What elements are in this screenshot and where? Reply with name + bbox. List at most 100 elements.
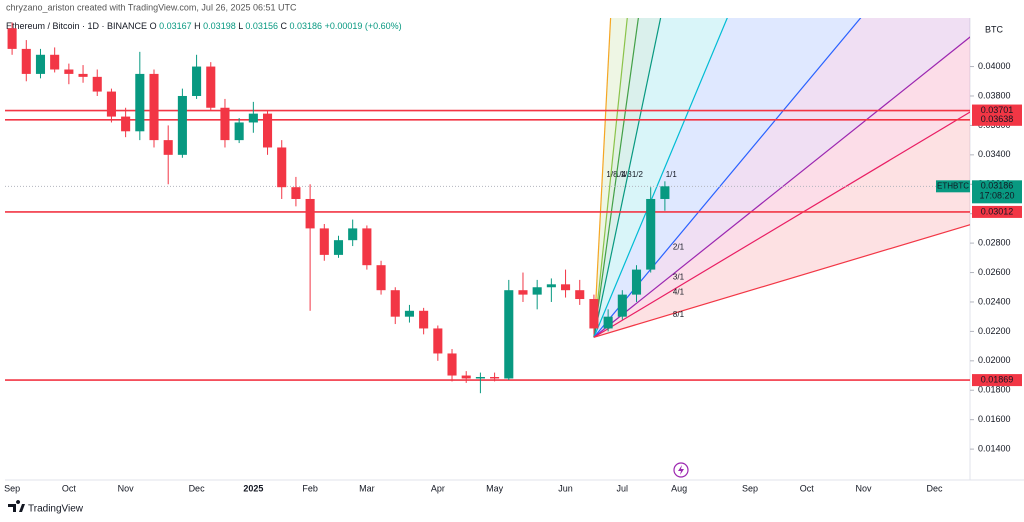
fan-label: 2/1	[673, 243, 685, 252]
gann-fan: 1/81/41/3 1/2 1/1 2/1 3/1 4/1 8/1	[593, 18, 970, 338]
level-tag	[972, 113, 1022, 126]
axes: 0.01400 0.01600 0.01800 0.02000 0.02200 0.024…	[4, 61, 1022, 493]
legend: Ethereum / Bitcoin · 1D · BINANCE O 0.03…	[6, 21, 402, 31]
candle-body	[660, 186, 670, 199]
x-tick-label: Aug	[671, 483, 687, 493]
ohlc-label: C	[280, 21, 287, 31]
x-tick-label: 2025	[243, 483, 263, 493]
candle-body	[177, 95, 187, 155]
candle-body	[603, 316, 613, 329]
candle-body	[390, 290, 400, 317]
level-label: 0.03638	[981, 114, 1014, 124]
candle-body	[106, 91, 116, 117]
candle-body	[348, 228, 358, 241]
y-tick-label: 0.03800	[978, 90, 1011, 100]
x-tick-label: Oct	[62, 483, 77, 493]
level-label: 0.03701	[981, 105, 1014, 115]
candle-body	[561, 284, 571, 291]
ohlc-value: 0.03156	[245, 21, 278, 31]
fan-label: 1/3	[621, 170, 633, 179]
candle-body	[291, 187, 301, 199]
fan-zone	[593, 18, 970, 338]
candle-body	[546, 284, 556, 288]
candle-body	[206, 66, 216, 108]
x-tick-label: Jul	[617, 483, 629, 493]
level-label: 0.03012	[981, 206, 1014, 216]
candle-body	[192, 66, 202, 96]
x-tick-label: Dec	[927, 483, 944, 493]
brand-name: TradingView	[28, 504, 84, 515]
candle-body	[475, 377, 485, 379]
y-tick-label: 0.02800	[978, 237, 1011, 247]
ohlc-label: L	[238, 21, 243, 31]
candle-body	[617, 294, 627, 317]
candle-body	[433, 328, 443, 354]
candle-body	[50, 54, 60, 70]
fan-label: 1/8	[606, 170, 618, 179]
x-tick-label: Sep	[742, 483, 758, 493]
candle-body	[532, 287, 542, 295]
lightning-icon	[673, 462, 689, 478]
candle-body	[319, 228, 329, 255]
symbol-tag-label: ETHBTC	[937, 181, 969, 190]
candle-body	[163, 140, 173, 155]
fan-label: 3/1	[673, 273, 685, 282]
candle-body	[64, 69, 74, 74]
candle-body	[631, 269, 642, 295]
candle-body	[277, 147, 287, 188]
candle-body	[92, 76, 102, 92]
candle-body	[376, 265, 386, 291]
level-tag	[972, 374, 1022, 387]
candle-body	[589, 299, 599, 329]
candle-body	[35, 54, 46, 74]
y-tick-label: 0.02600	[978, 267, 1011, 277]
y-tick-label: 0.03400	[978, 149, 1011, 159]
legend-text: Ethereum / Bitcoin · 1D · BINANCE O 0.03…	[6, 21, 402, 31]
candle-body	[7, 28, 17, 49]
candle-body	[490, 377, 500, 379]
price-tag-countdown: 17:08:20	[979, 191, 1014, 201]
candle-body	[461, 375, 471, 379]
candle-body	[447, 353, 457, 376]
candle-body	[248, 113, 258, 123]
candle-body	[220, 107, 230, 141]
y-tick-label: 0.01800	[978, 385, 1011, 395]
fan-label: 1/2	[632, 170, 644, 179]
candle-body	[575, 290, 585, 300]
level-label: 0.01869	[981, 374, 1014, 384]
ohlc-label: O	[150, 21, 157, 31]
x-tick-label: Mar	[359, 483, 375, 493]
y-tick-label: 0.04000	[978, 61, 1011, 71]
plot	[5, 22, 970, 394]
currency: BTC	[985, 24, 1004, 34]
fan-label: 1/1	[666, 170, 678, 179]
x-tick-label: Dec	[189, 483, 206, 493]
fan-label: 1/4	[615, 170, 627, 179]
credit: chryzano_ariston created with TradingVie…	[6, 2, 297, 12]
candle-body	[362, 228, 372, 266]
x-tick-label: Nov	[118, 483, 135, 493]
y-tick-label: 0.02200	[978, 326, 1011, 336]
level-tag	[972, 205, 1022, 218]
candle-body	[646, 198, 656, 270]
ohlc-value: 0.03186	[290, 21, 323, 31]
x-tick-label: Feb	[302, 483, 318, 493]
candle-body	[149, 73, 159, 141]
candle-body	[333, 240, 344, 255]
candle-body	[504, 290, 514, 379]
y-tick-label: 0.02000	[978, 355, 1011, 365]
brand: TradingView	[8, 500, 84, 515]
x-tick-label: Nov	[856, 483, 873, 493]
candle-body	[21, 48, 31, 74]
y-tick-label: 0.02400	[978, 296, 1011, 306]
fan-label: 8/1	[673, 310, 685, 319]
price-tag	[972, 180, 1022, 204]
x-tick-label: Apr	[431, 483, 445, 493]
candle-body	[78, 73, 88, 77]
x-tick-label: Oct	[800, 483, 815, 493]
ohlc-value: 0.03167	[159, 21, 192, 31]
candle-body	[234, 122, 244, 141]
ohlc-label: H	[194, 21, 201, 31]
x-tick-label: May	[486, 483, 504, 493]
